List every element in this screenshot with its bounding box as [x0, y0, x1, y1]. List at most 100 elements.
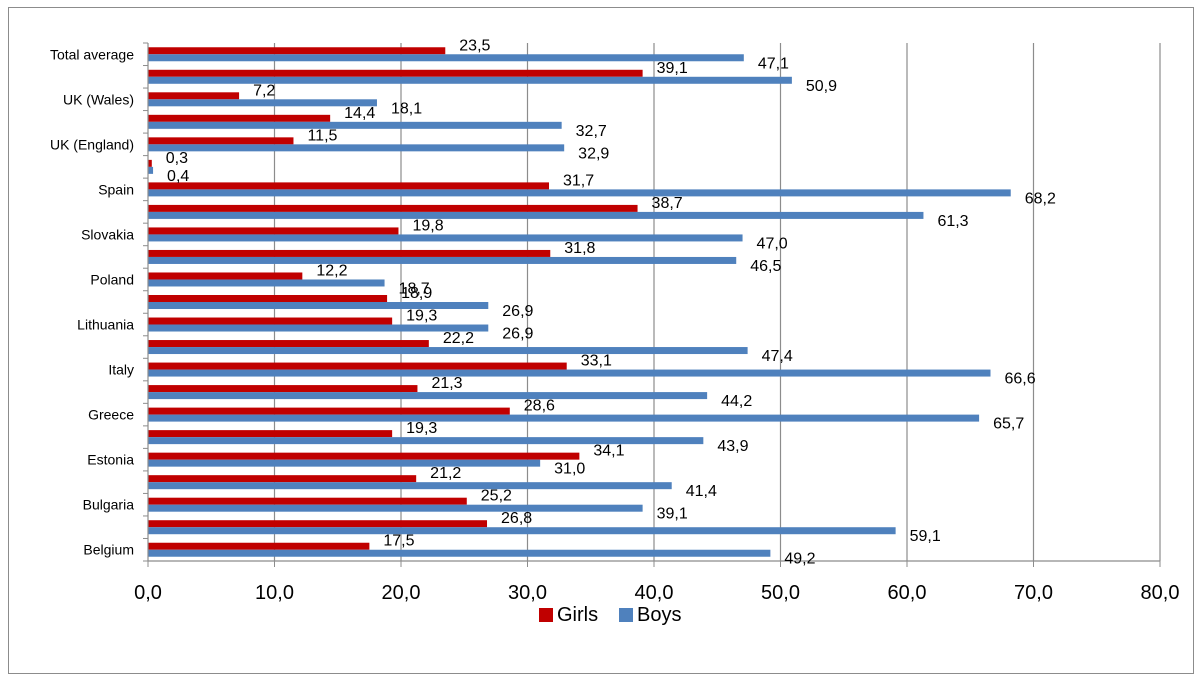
data-label-boys: 46,5 [750, 258, 781, 275]
data-label-girls: 39,1 [657, 60, 688, 77]
data-label-girls: 19,3 [406, 420, 437, 437]
data-label-girls: 23,5 [459, 37, 490, 54]
category-label: UK (Wales) [63, 91, 134, 107]
data-label-girls: 31,7 [563, 172, 594, 189]
data-label-boys: 61,3 [937, 213, 968, 230]
legend-label-boys: Boys [637, 604, 681, 626]
bar-girls [148, 69, 643, 77]
category-label: Belgium [83, 542, 134, 558]
legend-swatch-girls [539, 608, 553, 622]
chart-frame: Belgium Bulgaria Estonia Greece Italy Lithuan… [8, 7, 1194, 674]
bar-girls [148, 542, 370, 550]
bar-girls [148, 272, 303, 280]
x-tick-labels: 0,0 10,0 20,0 30,0 40,0 50,0 60,0 70,0 80,0 [134, 582, 1179, 604]
data-label-boys: 47,1 [758, 55, 789, 72]
data-label-boys: 50,9 [806, 78, 837, 95]
data-label-girls: 34,1 [593, 443, 624, 460]
x-tick-label: 20,0 [382, 582, 421, 604]
bar-boys [148, 144, 565, 152]
bar-boys [148, 482, 672, 490]
category-label: Lithuania [77, 317, 134, 333]
bar-girls [148, 137, 294, 145]
data-label-girls: 21,3 [431, 375, 462, 392]
legend-label-girls: Girls [557, 604, 598, 626]
bar-girls [148, 407, 510, 415]
bar-girls [148, 520, 488, 528]
data-label-boys: 32,9 [578, 145, 609, 162]
data-label-boys: 18,1 [391, 100, 422, 117]
data-label-girls: 38,7 [652, 195, 683, 212]
bar-boys [148, 437, 704, 445]
category-label: UK (England) [50, 136, 134, 152]
bar-girls [148, 452, 580, 460]
category-label: Spain [98, 181, 134, 197]
bar-girls [148, 114, 331, 122]
bar-boys [148, 392, 708, 400]
bar-boys [148, 234, 743, 242]
data-label-boys: 65,7 [993, 416, 1024, 433]
data-label-girls: 12,2 [316, 262, 347, 279]
data-label-girls: 0,3 [166, 150, 188, 167]
bar-girls [148, 385, 418, 393]
data-label-boys: 47,4 [762, 348, 793, 365]
x-tick-label: 80,0 [1141, 582, 1180, 604]
data-label-boys: 32,7 [576, 123, 607, 140]
bar-boys [148, 189, 1011, 197]
bar-boys [148, 76, 792, 84]
data-label-boys: 39,1 [657, 506, 688, 523]
data-label-girls: 21,2 [430, 465, 461, 482]
bar-boys [148, 347, 748, 355]
bar-girls [148, 182, 550, 190]
bar-girls [148, 475, 417, 483]
x-tick-label: 70,0 [1014, 582, 1053, 604]
bar-girls [148, 92, 240, 100]
bar-boys [148, 302, 489, 309]
data-label-boys: 31,0 [554, 461, 585, 478]
bar-girls [148, 295, 388, 302]
category-label: Total average [50, 46, 134, 62]
data-label-boys: 0,4 [167, 168, 189, 185]
category-label: Italy [108, 362, 134, 378]
data-label-boys: 68,2 [1025, 190, 1056, 207]
x-tick-label: 30,0 [508, 582, 547, 604]
data-label-girls: 19,3 [406, 308, 437, 325]
bar-girls [148, 340, 429, 348]
bars [148, 47, 1011, 557]
data-label-girls: 18,9 [401, 285, 432, 302]
data-labels: 17,5 49,2 26,8 59,1 25,2 39,1 21,2 41,4 34,1 31,0… [166, 37, 1056, 567]
bar-girls [148, 317, 393, 325]
bar-girls [148, 362, 567, 370]
data-label-girls: 26,8 [501, 510, 532, 527]
category-label: Slovakia [81, 226, 134, 242]
bar-boys [148, 279, 385, 287]
bar-girls [148, 159, 152, 167]
data-label-girls: 14,4 [344, 105, 375, 122]
bar-girls [148, 47, 446, 55]
bar-chart: Belgium Bulgaria Estonia Greece Italy Lithuan… [50, 37, 1180, 626]
bar-boys [148, 54, 744, 62]
category-label: Poland [90, 271, 134, 287]
bar-boys [148, 99, 377, 107]
bar-girls [148, 204, 638, 212]
data-label-boys: 59,1 [910, 528, 941, 545]
legend-swatch-boys [619, 608, 633, 622]
bar-girls [148, 227, 399, 235]
data-label-girls: 33,1 [581, 353, 612, 370]
bar-girls [148, 430, 393, 438]
bar-boys [148, 414, 980, 422]
bar-boys [148, 459, 541, 467]
category-labels: Belgium Bulgaria Estonia Greece Italy Lithuan… [50, 46, 134, 557]
bar-boys [148, 549, 771, 557]
x-tick-label: 10,0 [255, 582, 294, 604]
data-label-girls: 7,2 [253, 82, 275, 99]
bar-boys [148, 324, 489, 332]
bar-boys [148, 256, 737, 264]
bar-boys [148, 504, 643, 512]
data-label-boys: 43,9 [717, 438, 748, 455]
data-label-boys: 49,2 [784, 551, 815, 568]
data-label-boys: 66,6 [1004, 371, 1035, 388]
bar-boys [148, 121, 562, 129]
bar-girls [148, 497, 467, 505]
data-label-boys: 47,0 [757, 235, 788, 252]
x-tick-label: 0,0 [134, 582, 162, 604]
